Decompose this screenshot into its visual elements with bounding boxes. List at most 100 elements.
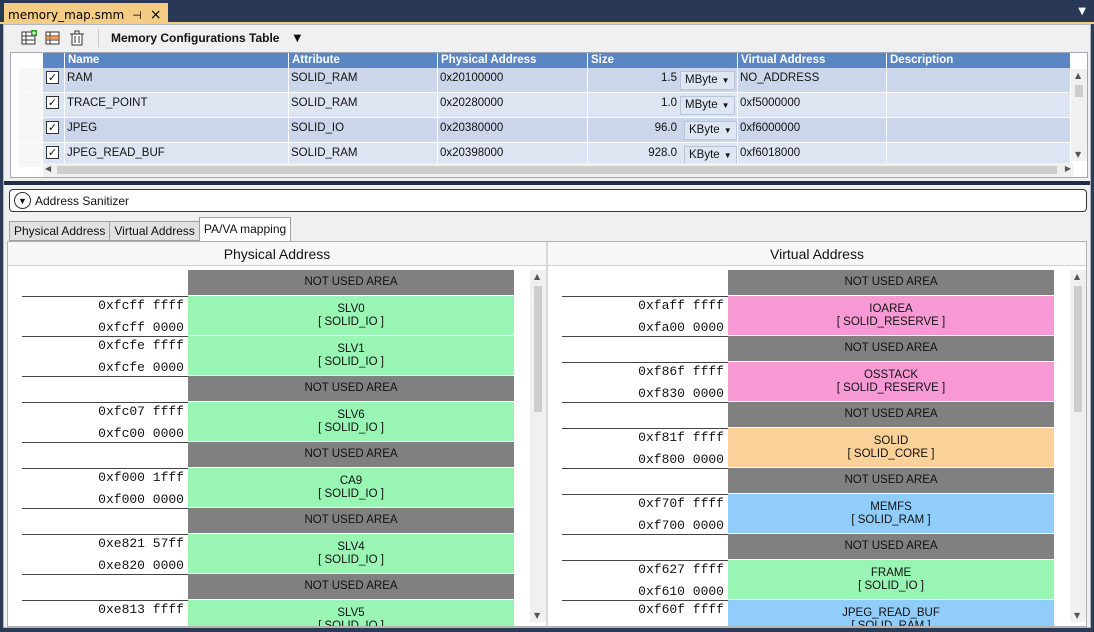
virtual-address-cell[interactable]: NO_ADDRESS — [738, 68, 887, 93]
not-used-area-block[interactable]: NOT USED AREA — [188, 442, 514, 468]
chevron-down-icon[interactable]: ▼ — [723, 151, 732, 160]
not-used-area-block[interactable]: NOT USED AREA — [188, 376, 514, 402]
physical-address-cell[interactable]: 0x20100000 — [438, 68, 588, 93]
size-cell[interactable]: 1.5 MByte ▼ — [588, 68, 738, 93]
chevron-down-icon[interactable]: ▼ — [293, 32, 302, 44]
size-unit-select[interactable]: MByte ▼ — [680, 96, 735, 115]
memory-block-name: SLV1 — [337, 342, 365, 355]
scroll-left-icon[interactable]: ◀ — [45, 164, 52, 173]
size-unit-select[interactable]: KByte ▼ — [684, 121, 737, 140]
pin-icon[interactable]: ⊣ — [132, 8, 142, 22]
scroll-thumb[interactable] — [57, 166, 1057, 174]
tab-pa-va-mapping[interactable]: PA/VA mapping — [198, 217, 292, 241]
enabled-checkbox[interactable]: ✓ — [46, 121, 59, 134]
name-cell[interactable]: RAM — [65, 68, 289, 93]
insert-row-icon[interactable] — [44, 29, 62, 47]
virtual-scrollbar[interactable]: ▲ ▼ — [1070, 270, 1086, 622]
scroll-up-icon[interactable]: ▲ — [1074, 272, 1081, 281]
size-unit-select[interactable]: MByte ▼ — [680, 71, 735, 90]
address-sanitizer-label: Address Sanitizer — [35, 193, 130, 208]
scroll-up-icon[interactable]: ▲ — [534, 272, 541, 281]
scroll-up-icon[interactable]: ▲ — [1075, 71, 1082, 80]
not-used-area-block[interactable]: NOT USED AREA — [188, 270, 514, 296]
description-cell[interactable] — [887, 68, 1071, 93]
scroll-down-icon[interactable]: ▼ — [534, 611, 541, 620]
row-header[interactable] — [19, 143, 43, 168]
row-header[interactable] — [19, 93, 43, 118]
description-cell[interactable] — [887, 93, 1071, 118]
not-used-area-block[interactable]: NOT USED AREA — [188, 508, 514, 534]
size-cell[interactable]: 1.0 MByte ▼ — [588, 93, 738, 118]
grid-vertical-scrollbar[interactable]: ▲ ▼ — [1071, 69, 1087, 161]
enabled-checkbox[interactable]: ✓ — [46, 146, 59, 159]
description-cell[interactable] — [887, 118, 1071, 143]
column-header-attribute[interactable]: Attribute — [289, 53, 438, 68]
not-used-area-block[interactable]: NOT USED AREA — [188, 574, 514, 600]
column-header-name[interactable]: Name — [65, 53, 289, 68]
table-row[interactable]: ✓ RAM SOLID_RAM 0x20100000 1.5 MByte ▼ NO_ADDRE… — [11, 68, 1071, 93]
address-end: 0xf60f ffff — [638, 602, 724, 617]
name-cell[interactable]: TRACE_POINT — [65, 93, 289, 118]
scroll-thumb[interactable] — [534, 286, 542, 412]
row-header[interactable] — [19, 118, 43, 143]
tab-virtual-address[interactable]: Virtual Address — [109, 221, 200, 241]
memory-block[interactable]: OSSTACK[ SOLID_RESERVE ] — [728, 362, 1054, 402]
chevron-down-icon[interactable]: ▼ — [721, 76, 730, 85]
grid-horizontal-scrollbar[interactable]: ◀ ▶ — [43, 163, 1073, 177]
physical-address-cell[interactable]: 0x20380000 — [438, 118, 588, 143]
physical-address-cell[interactable]: 0x20280000 — [438, 93, 588, 118]
memory-block[interactable]: IOAREA[ SOLID_RESERVE ] — [728, 296, 1054, 336]
address-sanitizer-expander[interactable]: ▼ Address Sanitizer — [9, 189, 1087, 212]
add-row-icon[interactable] — [20, 29, 38, 47]
tab-list-dropdown-icon[interactable]: ▼ — [1078, 6, 1086, 17]
enabled-checkbox[interactable]: ✓ — [46, 96, 59, 109]
not-used-area-block[interactable]: NOT USED AREA — [728, 336, 1054, 362]
memory-block[interactable]: FRAME[ SOLID_IO ] — [728, 560, 1054, 600]
memory-block[interactable]: CA9[ SOLID_IO ] — [188, 468, 514, 508]
close-icon[interactable]: × — [149, 7, 162, 23]
scroll-down-icon[interactable]: ▼ — [1075, 150, 1082, 159]
expand-chevron-icon[interactable]: ▼ — [14, 192, 31, 209]
scroll-thumb[interactable] — [1075, 85, 1083, 97]
column-header-description[interactable]: Description — [887, 53, 1071, 68]
address-range: 0xf86f ffff 0xf830 0000 — [562, 362, 728, 402]
row-header[interactable] — [19, 68, 43, 93]
memory-block[interactable]: JPEG_READ_BUF[ SOLID_RAM ] — [728, 600, 1054, 626]
column-header-size[interactable]: Size — [588, 53, 738, 68]
memory-block[interactable]: SLV0[ SOLID_IO ] — [188, 296, 514, 336]
column-header-virtual-address[interactable]: Virtual Address — [738, 53, 887, 68]
name-cell[interactable]: JPEG — [65, 118, 289, 143]
memory-block[interactable]: SOLID[ SOLID_CORE ] — [728, 428, 1054, 468]
memory-block[interactable]: MEMFS[ SOLID_RAM ] — [728, 494, 1054, 534]
chevron-down-icon[interactable]: ▼ — [721, 101, 730, 110]
tab-physical-address[interactable]: Physical Address — [9, 221, 111, 241]
scroll-down-icon[interactable]: ▼ — [1074, 611, 1081, 620]
not-used-area-block[interactable]: NOT USED AREA — [728, 534, 1054, 560]
table-row[interactable]: ✓ JPEG SOLID_IO 0x20380000 96.0 KByte ▼ 0xf6000… — [11, 118, 1071, 143]
not-used-area-block[interactable]: NOT USED AREA — [728, 402, 1054, 428]
scroll-thumb[interactable] — [1074, 286, 1082, 412]
attribute-cell[interactable]: SOLID_IO — [289, 118, 438, 143]
trash-icon[interactable] — [68, 29, 86, 47]
not-used-area-block[interactable]: NOT USED AREA — [728, 468, 1054, 494]
physical-scrollbar[interactable]: ▲ ▼ — [530, 270, 546, 622]
attribute-cell[interactable]: SOLID_RAM — [289, 93, 438, 118]
memory-block[interactable]: SLV5[ SOLID_IO ] — [188, 600, 514, 626]
splitter[interactable] — [4, 181, 1090, 185]
chevron-down-icon[interactable]: ▼ — [723, 126, 732, 135]
panel-divider[interactable] — [546, 242, 548, 626]
size-cell[interactable]: 96.0 KByte ▼ — [588, 118, 738, 143]
enabled-checkbox[interactable]: ✓ — [46, 71, 59, 84]
virtual-address-cell[interactable]: 0xf5000000 — [738, 93, 887, 118]
scroll-right-icon[interactable]: ▶ — [1064, 164, 1071, 173]
memory-block[interactable]: SLV1[ SOLID_IO ] — [188, 336, 514, 376]
virtual-address-cell[interactable]: 0xf6000000 — [738, 118, 887, 143]
document-tab[interactable]: memory_map.smm ⊣ × — [4, 3, 168, 24]
table-row[interactable]: ✓ TRACE_POINT SOLID_RAM 0x20280000 1.0 MByte ▼… — [11, 93, 1071, 118]
column-header-physical-address[interactable]: Physical Address — [438, 53, 588, 68]
size-unit-value: MByte — [685, 99, 718, 111]
not-used-area-block[interactable]: NOT USED AREA — [728, 270, 1054, 296]
memory-block[interactable]: SLV6[ SOLID_IO ] — [188, 402, 514, 442]
attribute-cell[interactable]: SOLID_RAM — [289, 68, 438, 93]
memory-block[interactable]: SLV4[ SOLID_IO ] — [188, 534, 514, 574]
